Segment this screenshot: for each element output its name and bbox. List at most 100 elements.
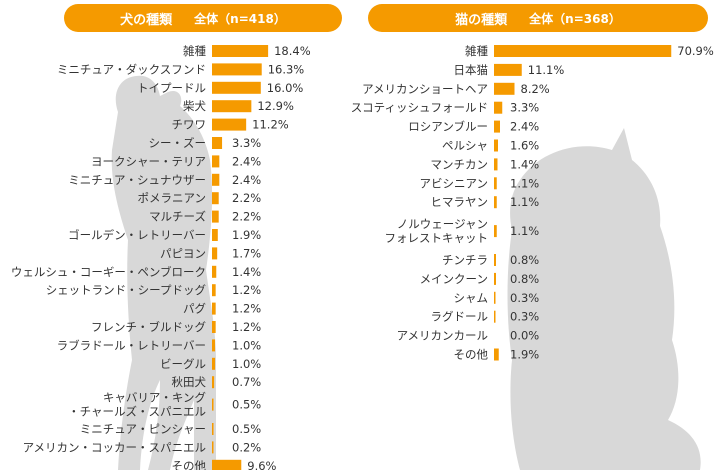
dog-bar [212, 284, 216, 297]
dog-bar [212, 137, 223, 149]
dog-category-label: 秋田犬 [172, 375, 207, 389]
cat-value-label: 0.8% [510, 272, 539, 286]
dog-value-label: 18.4% [274, 44, 311, 58]
dog-bar [212, 357, 216, 370]
dog-value-label: 2.4% [232, 173, 261, 187]
cat-value-label: 2.4% [510, 120, 539, 134]
cat-value-label: 70.9% [677, 44, 714, 58]
dog-value-label: 1.9% [232, 228, 261, 242]
cat-category-label: ペルシャ [442, 139, 488, 153]
cat-bar [494, 63, 522, 76]
dog-silhouette [111, 75, 216, 470]
cat-bar [494, 139, 498, 152]
cat-category-label: その他 [454, 348, 489, 362]
dog-category-label: ゴールデン・レトリーバー [68, 228, 206, 242]
cat-value-label: 1.4% [510, 157, 539, 171]
dog-bar [212, 265, 217, 278]
dog-bar [212, 173, 220, 186]
dog-value-label: 1.2% [232, 302, 261, 316]
cat-value-label: 11.1% [528, 63, 565, 77]
dog-value-label: 11.2% [252, 118, 289, 132]
dog-value-label: 2.2% [232, 210, 261, 224]
dog-bar [212, 398, 214, 411]
dog-category-label: ミニチュア・ダックスフンド [57, 62, 206, 76]
cat-bar [494, 177, 497, 190]
dog-category-label: チワワ [172, 118, 207, 132]
dog-category-label: トイプードル [137, 81, 206, 95]
dog-category-label: シー・ズー [149, 136, 207, 150]
cat-value-label: 8.2% [521, 82, 550, 96]
cat-category-label: ロシアンブルー [408, 120, 488, 134]
cat-value-label: 1.1% [510, 224, 539, 238]
dog-breeds-plot: 雑種 18.4% ミニチュア・ダックスフンド 16.3% トイプードル 16.0% 柴犬 12… [11, 44, 311, 470]
dog-bar [212, 118, 247, 131]
dog-bar [212, 441, 214, 454]
cat-bar [494, 348, 499, 361]
dog-value-label: 0.5% [232, 398, 261, 412]
cat-category-label: メインクーン [420, 272, 488, 286]
dog-chart-header: 犬の種類 全体（n=418） [64, 4, 342, 32]
dog-value-label: 1.7% [232, 246, 261, 260]
cat-silhouette [507, 128, 701, 470]
cat-value-label: 0.0% [510, 329, 539, 343]
dog-category-label: パグ [183, 302, 206, 316]
dog-bar [212, 229, 218, 241]
cat-chart-title: 猫の種類 [455, 12, 508, 28]
dog-bar [212, 192, 219, 205]
dog-bar [212, 459, 242, 470]
dog-category-label: 柴犬 [183, 99, 206, 113]
cat-bar [494, 291, 496, 304]
cat-value-label: 0.3% [510, 310, 539, 324]
cat-bar [494, 45, 672, 57]
dog-category-label: ビーグル [160, 357, 206, 371]
cat-category-label: ラグドール [431, 310, 489, 324]
cat-value-label: 1.9% [510, 348, 539, 362]
cat-category-label: アビシニアン [419, 176, 488, 190]
dog-bar [212, 210, 219, 223]
dog-value-label: 9.6% [247, 459, 276, 470]
dog-value-label: 1.2% [232, 320, 261, 334]
dog-value-label: 1.2% [232, 283, 261, 297]
cat-bar [494, 196, 497, 209]
cat-bar [494, 225, 497, 238]
cat-bar [494, 158, 498, 171]
dog-category-label: ヨークシャー・テリア [91, 154, 206, 168]
dog-value-label: 1.0% [232, 338, 261, 352]
dog-category-label: アメリカン・コッカー・スパニエル [23, 440, 206, 454]
dog-bar [212, 100, 252, 113]
dog-bar [212, 155, 220, 168]
dog-bar [212, 45, 269, 57]
dog-category-label: ポメラニアン [137, 191, 206, 205]
cat-bar [494, 272, 496, 285]
cat-category-label: スコティッシュフォールド [351, 101, 488, 115]
cat-bar [494, 310, 496, 323]
cat-chart-header: 猫の種類 全体（n=368） [368, 4, 708, 32]
cat-category-label: アメリカンショートヘア [362, 82, 488, 96]
dog-value-label: 1.4% [232, 265, 261, 279]
cat-category-label: シャム [454, 291, 489, 305]
dog-category-label: パピヨン [160, 246, 206, 260]
dog-category-label: マルチーズ [149, 210, 206, 224]
dog-value-label: 1.0% [232, 357, 261, 371]
cat-category-label: マンチカン [431, 157, 489, 171]
dog-category-label: その他 [172, 459, 207, 470]
cat-value-label: 0.3% [510, 291, 539, 305]
cat-bar [494, 120, 500, 133]
cat-value-label: 0.8% [510, 253, 539, 267]
dog-bar [212, 63, 262, 76]
cat-category-label: 日本猫 [454, 63, 489, 77]
cat-category-label: チンチラ [442, 253, 488, 267]
dog-bar [212, 321, 216, 333]
dog-value-label: 0.5% [232, 422, 261, 436]
cat-value-label: 3.3% [510, 101, 539, 115]
cat-breeds-plot: 雑種 70.9% 日本猫 11.1% アメリカンショートヘア 8.2% スコティッシュフォー… [351, 44, 714, 362]
dog-bar [212, 376, 215, 389]
dog-category-label: ミニチュア・シュナウザー [68, 173, 206, 187]
dog-value-label: 2.4% [232, 154, 261, 168]
cat-chart-total: 全体（n=368） [529, 11, 621, 26]
dog-value-label: 0.7% [232, 375, 261, 389]
cat-value-label: 1.1% [510, 195, 539, 209]
cat-category-label: アメリカンカール [397, 329, 488, 343]
